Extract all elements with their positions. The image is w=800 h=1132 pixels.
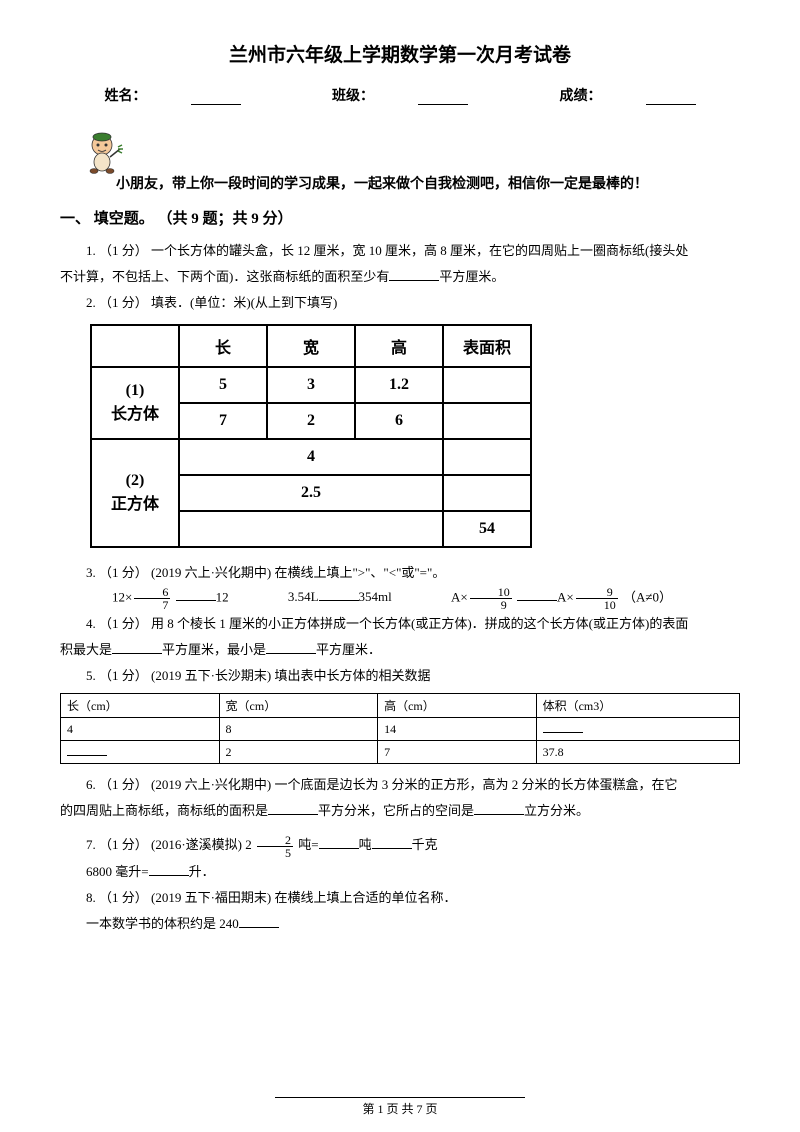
q4-blank2[interactable]	[266, 642, 316, 654]
score-label: 成绩：	[560, 89, 602, 104]
q8-line2: 一本数学书的体积约是 240	[60, 911, 740, 937]
name-blank[interactable]	[191, 91, 241, 105]
q6-line1: 6. （1 分） (2019 六上·兴化期中) 一个底面是边长为 3 分米的正方…	[60, 772, 740, 798]
q3-blank2[interactable]	[319, 589, 359, 601]
q8-line1: 8. （1 分） (2019 五下·福田期末) 在横线上填上合适的单位名称．	[60, 885, 740, 911]
table-cell[interactable]	[443, 403, 531, 439]
exam-title: 兰州市六年级上学期数学第一次月考试卷	[60, 40, 740, 67]
table-cell[interactable]	[536, 718, 739, 741]
page-footer: 第 1 页 共 7 页	[0, 1097, 800, 1117]
q7-blank1[interactable]	[319, 837, 359, 849]
q2-table: 长 宽 高 表面积 (1)长方体 5 3 1.2 7 2 6 (2)正方体 4 …	[90, 324, 532, 548]
table-header: 宽（cm）	[219, 694, 378, 718]
table-row: 2 7 37.8	[61, 741, 740, 764]
section-1-header: 一、 填空题。 （共 9 题；共 9 分）	[60, 207, 740, 228]
table-header: 体积（cm3）	[536, 694, 739, 718]
table-cell: 4	[179, 439, 443, 475]
q4-blank1[interactable]	[112, 642, 162, 654]
q1-line1: 1. （1 分） 一个长方体的罐头盒，长 12 厘米，宽 10 厘米，高 8 厘…	[60, 238, 740, 264]
table-header: 高	[355, 325, 443, 367]
table-cell[interactable]	[61, 741, 220, 764]
table-cell[interactable]	[443, 367, 531, 403]
q6-blank1[interactable]	[268, 803, 318, 815]
table-header: 长	[179, 325, 267, 367]
q3-blank1[interactable]	[176, 589, 216, 601]
table-cell: 54	[443, 511, 531, 547]
class-label: 班级：	[332, 89, 374, 104]
table-row: 4 8 14	[61, 718, 740, 741]
table-cell: 6	[355, 403, 443, 439]
table-cell: 7	[179, 403, 267, 439]
table-header-row: 长（cm） 宽（cm） 高（cm） 体积（cm3）	[61, 694, 740, 718]
q4-line2: 积最大是平方厘米，最小是平方厘米．	[60, 637, 740, 663]
table-cell: 37.8	[536, 741, 739, 764]
table-cell[interactable]	[443, 475, 531, 511]
q3-blank3[interactable]	[517, 589, 557, 601]
q6-line2: 的四周贴上商标纸，商标纸的面积是平方分米，它所占的空间是立方分米。	[60, 798, 740, 824]
q7-line1: 7. （1 分） (2016·遂溪模拟) 2 25 吨=吨千克	[60, 832, 740, 859]
greeting-text: 小朋友，带上你一段时间的学习成果，一起来做个自我检测吧，相信你一定是最棒的！	[60, 173, 740, 193]
table-cell: 4	[61, 718, 220, 741]
table-header: 高（cm）	[378, 694, 537, 718]
q5-text: 5. （1 分） (2019 五下·长沙期末) 填出表中长方体的相关数据	[60, 663, 740, 689]
table-header	[91, 325, 179, 367]
table-cell: 2.5	[179, 475, 443, 511]
table-cell: 2	[267, 403, 355, 439]
table-row: (1)长方体 5 3 1.2	[91, 367, 531, 403]
name-label: 姓名：	[105, 89, 147, 104]
q4-line1: 4. （1 分） 用 8 个棱长 1 厘米的小正方体拼成一个长方体(或正方体)．…	[60, 611, 740, 637]
score-blank[interactable]	[646, 91, 696, 105]
table-cell: (2)正方体	[91, 439, 179, 547]
mascot-row	[60, 127, 740, 177]
q3-items: 12×67 12 3.54L354ml A×109 A×910 （A≠0）	[60, 586, 740, 611]
q5-table: 长（cm） 宽（cm） 高（cm） 体积（cm3） 4 8 14 2 7 37.…	[60, 693, 740, 764]
table-cell: 14	[378, 718, 537, 741]
table-header: 表面积	[443, 325, 531, 367]
table-header-row: 长 宽 高 表面积	[91, 325, 531, 367]
table-cell: 7	[378, 741, 537, 764]
mascot-icon	[80, 127, 130, 177]
table-header: 宽	[267, 325, 355, 367]
q2-text: 2. （1 分） 填表．(单位：米)(从上到下填写)	[60, 290, 740, 316]
q1-blank[interactable]	[389, 269, 439, 281]
q7-blank3[interactable]	[149, 864, 189, 876]
table-cell: (1)长方体	[91, 367, 179, 439]
q7-blank2[interactable]	[372, 837, 412, 849]
table-cell[interactable]	[443, 439, 531, 475]
q6-blank2[interactable]	[474, 803, 524, 815]
class-blank[interactable]	[418, 91, 468, 105]
q3-text: 3. （1 分） (2019 六上·兴化期中) 在横线上填上">"、"<"或"=…	[60, 560, 740, 586]
table-cell[interactable]	[179, 511, 443, 547]
q8-blank[interactable]	[239, 916, 279, 928]
table-cell: 2	[219, 741, 378, 764]
table-cell: 5	[179, 367, 267, 403]
student-info-row: 姓名： 班级： 成绩：	[60, 85, 740, 105]
table-header: 长（cm）	[61, 694, 220, 718]
table-cell: 3	[267, 367, 355, 403]
table-cell: 1.2	[355, 367, 443, 403]
q7-line2: 6800 毫升=升．	[60, 859, 740, 885]
table-cell: 8	[219, 718, 378, 741]
q1-line2: 不计算，不包括上、下两个面)．这张商标纸的面积至少有平方厘米。	[60, 264, 740, 290]
table-row: (2)正方体 4	[91, 439, 531, 475]
